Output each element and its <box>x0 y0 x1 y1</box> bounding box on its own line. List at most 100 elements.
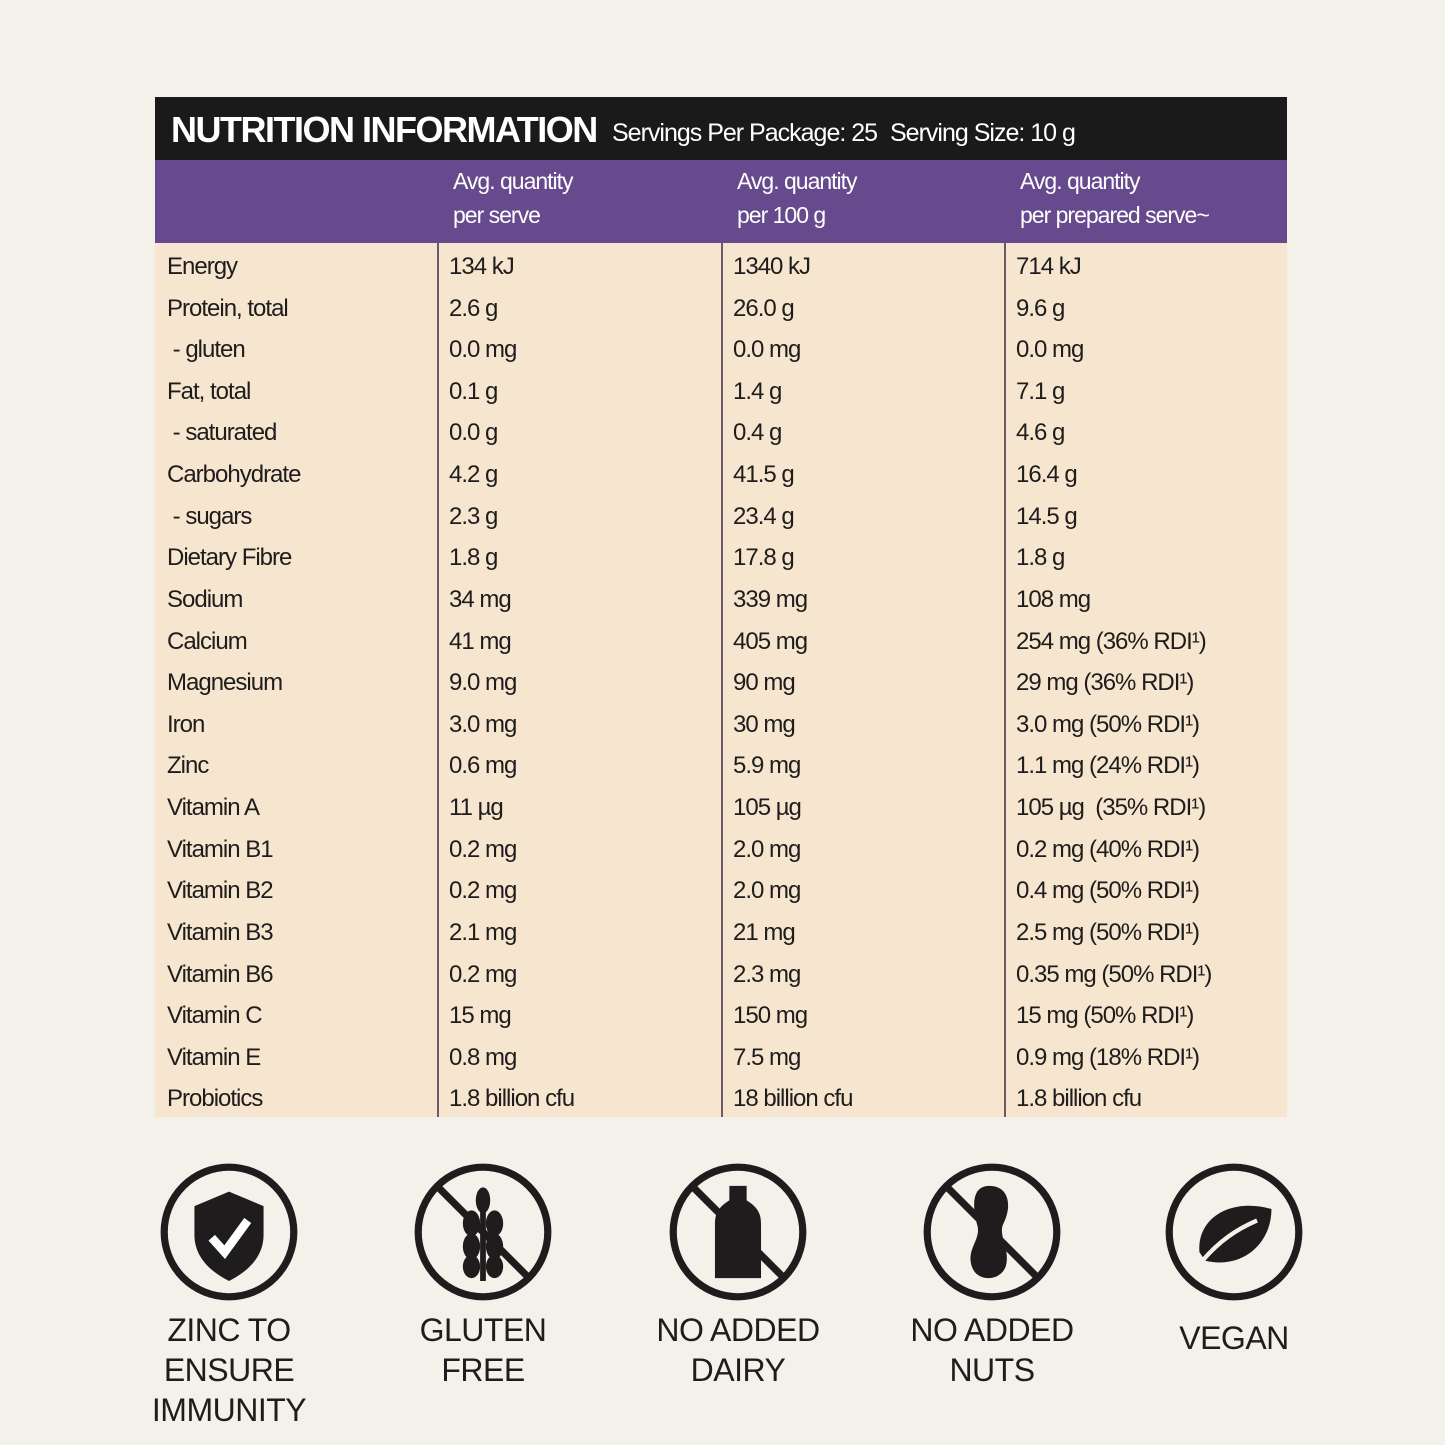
cell-value: 29 mg (36% RDI¹) <box>1016 669 1194 697</box>
cell-value: 23.4 g <box>733 502 795 530</box>
cell-value: 0.35 mg (50% RDI¹) <box>1016 960 1212 988</box>
servings: Servings Per Package: 25 <box>612 119 878 147</box>
column-heading: Avg. quantity <box>1020 168 1141 194</box>
table-header: NUTRITION INFORMATION Servings Per Packa… <box>155 97 1287 160</box>
cell-value: 34 mg <box>449 585 512 613</box>
cell-value: 108 mg <box>1016 585 1091 613</box>
row-label: Vitamin B2 <box>167 877 274 905</box>
row-label: Dietary Fibre <box>167 544 292 572</box>
cell-value: 3.0 mg (50% RDI¹) <box>1016 710 1200 738</box>
cell-value: 0.1 g <box>449 377 498 405</box>
cell-value: 4.6 g <box>1016 419 1065 447</box>
cell-value: 3.0 mg <box>449 710 517 738</box>
row-label: Magnesium <box>167 669 283 697</box>
cell-value: 15 mg (50% RDI¹) <box>1016 1002 1194 1030</box>
cell-value: 1.8 billion cfu <box>449 1085 575 1113</box>
cell-value: 0.2 mg <box>449 877 517 905</box>
column-heading: per serve <box>453 202 541 228</box>
cell-value: 1.4 g <box>733 377 782 405</box>
badge-icon <box>160 1163 298 1301</box>
cell-value: 339 mg <box>733 585 808 613</box>
column-heading: per prepared serve~ <box>1020 202 1210 228</box>
cell-value: 0.4 g <box>733 419 782 447</box>
cell-value: 0.4 mg (50% RDI¹) <box>1016 877 1200 905</box>
cell-value: 1.8 g <box>449 544 498 572</box>
row-label: Vitamin B3 <box>167 918 274 946</box>
cell-value: 90 mg <box>733 669 796 697</box>
badge: NO ADDED NUTS <box>867 1160 1117 1390</box>
badge-label: ZINC TO ENSURE IMMUNITY <box>104 1310 354 1430</box>
cell-value: 41 mg <box>449 627 512 655</box>
badge-label-line: NUTS <box>949 1352 1035 1388</box>
cell-value: 0.0 mg <box>449 336 517 364</box>
cell-value: 26.0 g <box>733 294 795 322</box>
cell-value: 0.0 mg <box>733 336 801 364</box>
row-label: Vitamin B1 <box>167 835 274 863</box>
row-label: Carbohydrate <box>167 461 301 489</box>
cell-value: 405 mg <box>733 627 808 655</box>
cell-value: 0.6 mg <box>449 752 517 780</box>
row-label: Fat, total <box>167 377 251 405</box>
row-label: Vitamin E <box>167 1043 261 1071</box>
cell-value: 1.8 billion cfu <box>1016 1085 1142 1113</box>
row-label: Zinc <box>167 752 209 780</box>
cell-value: 4.2 g <box>449 461 498 489</box>
cell-value: 7.1 g <box>1016 377 1065 405</box>
cell-value: 1340 kJ <box>733 253 811 280</box>
row-label: - gluten <box>167 336 246 364</box>
cell-value: 714 kJ <box>1016 253 1082 280</box>
cell-value: 15 mg <box>449 1002 512 1030</box>
cell-value: 0.8 mg <box>449 1043 517 1071</box>
column-heading: Avg. quantity <box>737 168 858 194</box>
badge: VEGAN <box>1109 1160 1359 1358</box>
cell-value: 2.3 mg <box>733 960 801 988</box>
row-label: - saturated <box>167 419 278 447</box>
title: NUTRITION INFORMATION <box>171 109 598 150</box>
cell-value: 5.9 mg <box>733 752 801 780</box>
badge: GLUTEN FREE <box>358 1160 608 1390</box>
column-divider <box>721 243 723 1117</box>
cell-value: 0.2 mg (40% RDI¹) <box>1016 835 1200 863</box>
row-label: Vitamin B6 <box>167 960 274 988</box>
row-label: Probiotics <box>167 1085 263 1113</box>
badge-label: GLUTEN FREE <box>358 1310 608 1390</box>
cell-value: 41.5 g <box>733 461 795 489</box>
badge-label-line: DAIRY <box>690 1352 786 1388</box>
cell-value: 0.9 mg (18% RDI¹) <box>1016 1043 1200 1071</box>
row-label: Sodium <box>167 585 243 613</box>
row-label: Iron <box>167 710 205 738</box>
cell-value: 0.2 mg <box>449 960 517 988</box>
badge: ZINC TO ENSURE IMMUNITY <box>104 1160 354 1430</box>
badge-label: NO ADDED NUTS <box>867 1310 1117 1390</box>
badge-label-line: FREE <box>441 1352 525 1388</box>
column-header: Avg. quantity per serve Avg. quantity per 1… <box>155 160 1287 243</box>
cell-value: 9.0 mg <box>449 669 517 697</box>
badge-label-line: ZINC TO ENSURE <box>163 1312 295 1388</box>
badge-icon <box>414 1163 552 1301</box>
cell-value: 105 µg (35% RDI¹) <box>1016 794 1206 822</box>
cell-value: 1.1 mg (24% RDI¹) <box>1016 752 1200 780</box>
cell-value: 254 mg (36% RDI¹) <box>1016 627 1207 655</box>
cell-value: 150 mg <box>733 1002 808 1030</box>
badge-label-line: NO ADDED <box>656 1312 820 1348</box>
cell-value: 105 µg <box>733 794 802 822</box>
row-label: - sugars <box>167 502 253 530</box>
badge-label: NO ADDED DAIRY <box>613 1310 863 1390</box>
column-heading: Avg. quantity <box>453 168 574 194</box>
cell-value: 21 mg <box>733 918 796 946</box>
badge-label-line: VEGAN <box>1179 1320 1289 1356</box>
badge-label-line: IMMUNITY <box>151 1392 307 1428</box>
badge-icon <box>923 1163 1061 1301</box>
cell-value: 11 µg <box>449 794 504 822</box>
row-label: Vitamin C <box>167 1002 263 1030</box>
row-label: Vitamin A <box>167 794 260 822</box>
cell-value: 17.8 g <box>733 544 795 572</box>
cell-value: 2.3 g <box>449 502 498 530</box>
cell-value: 2.0 mg <box>733 877 801 905</box>
cell-value: 1.8 g <box>1016 544 1065 572</box>
cell-value: 18 billion cfu <box>733 1085 853 1113</box>
cell-value: 16.4 g <box>1016 461 1078 489</box>
badge-label-line: NO ADDED <box>910 1312 1074 1348</box>
cell-value: 30 mg <box>733 710 796 738</box>
column-divider <box>1004 243 1006 1117</box>
